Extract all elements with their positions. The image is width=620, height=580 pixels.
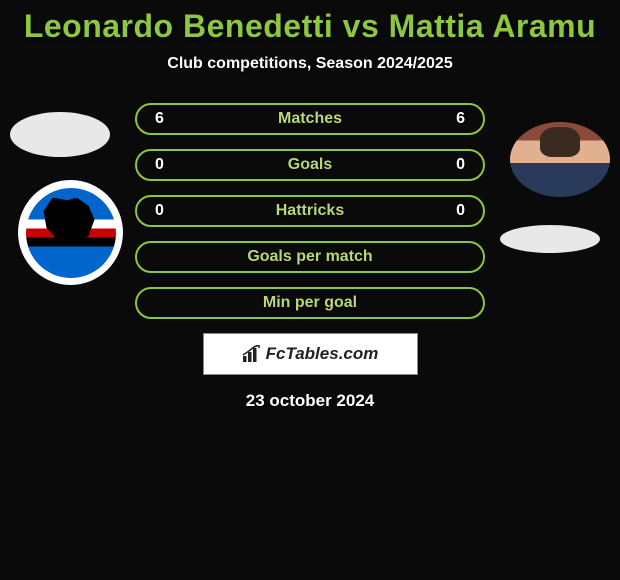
stat-row-goals: 0 Goals 0: [135, 149, 485, 181]
stat-left-value: 6: [155, 110, 185, 128]
player-right-avatar: [510, 122, 610, 197]
stat-row-min-per-goal: Min per goal: [135, 287, 485, 319]
branding-text: FcTables.com: [266, 344, 379, 364]
sampdoria-crest-icon: [26, 188, 116, 278]
page-title: Leonardo Benedetti vs Mattia Aramu: [0, 8, 620, 45]
stat-row-goals-per-match: Goals per match: [135, 241, 485, 273]
player-left-club-badge: [18, 180, 123, 285]
stat-label: Min per goal: [185, 294, 435, 312]
subtitle: Club competitions, Season 2024/2025: [0, 55, 620, 73]
bar-chart-icon: [242, 345, 262, 363]
player-left-avatar: [10, 112, 110, 157]
comparison-card: Leonardo Benedetti vs Mattia Aramu Club …: [0, 0, 620, 411]
player-right-club-badge: [500, 225, 600, 253]
stat-right-value: 0: [435, 156, 465, 174]
stat-label: Matches: [185, 110, 435, 128]
stat-row-matches: 6 Matches 6: [135, 103, 485, 135]
stats-list: 6 Matches 6 0 Goals 0 0 Hattricks 0 Goal…: [135, 103, 485, 319]
branding-box[interactable]: FcTables.com: [203, 333, 418, 375]
stat-label: Hattricks: [185, 202, 435, 220]
date-label: 23 october 2024: [0, 391, 620, 411]
stat-left-value: 0: [155, 202, 185, 220]
stat-right-value: 6: [435, 110, 465, 128]
stat-left-value: 0: [155, 156, 185, 174]
stat-label: Goals: [185, 156, 435, 174]
stat-label: Goals per match: [185, 248, 435, 266]
stat-right-value: 0: [435, 202, 465, 220]
stat-row-hattricks: 0 Hattricks 0: [135, 195, 485, 227]
